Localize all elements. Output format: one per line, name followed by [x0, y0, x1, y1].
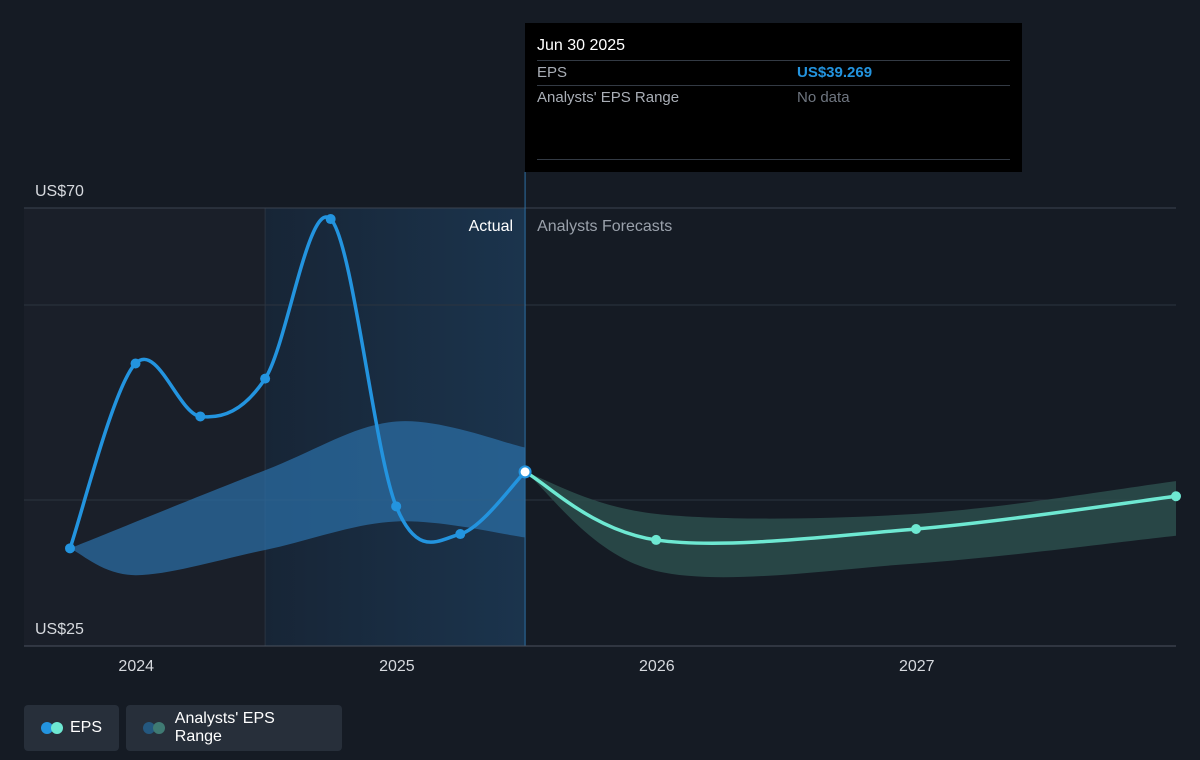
- legend-eps-button[interactable]: EPS: [24, 705, 119, 751]
- tooltip-range-value: No data: [797, 89, 850, 106]
- eps-hover-point: [518, 465, 532, 479]
- legend-range-button[interactable]: Analysts' EPS Range: [126, 705, 342, 751]
- eps-forecast-line: [524, 470, 1177, 545]
- eps-actual-point: [455, 529, 466, 540]
- hover-tooltip: Jun 30 2025 EPS US$39.269 Analysts' EPS …: [525, 23, 1022, 172]
- eps-actual-point: [260, 373, 271, 384]
- tooltip-eps-value: US$39.269: [797, 64, 873, 81]
- tooltip-eps-row: EPS US$39.269: [537, 60, 1010, 86]
- eps-actual-point: [195, 411, 206, 422]
- legend-eps-label: EPS: [69, 719, 102, 736]
- eps-forecast-point: [911, 524, 922, 534]
- y-tick-label-min: US$25: [35, 621, 84, 638]
- tooltip-range-label: Analysts' EPS Range: [537, 89, 680, 106]
- range-legend-icon: [143, 722, 165, 734]
- x-tick-label: 2027: [899, 658, 935, 675]
- eps-range-band-forecast: [525, 471, 1176, 578]
- x-tick-label: 2025: [379, 658, 415, 675]
- y-tick-label-max: US$70: [35, 183, 84, 200]
- eps-actual-point: [325, 214, 336, 225]
- actual-section-label: Actual: [469, 218, 513, 235]
- tooltip-range-row: Analysts' EPS Range No data: [537, 85, 1010, 111]
- x-tick-label: 2026: [639, 658, 675, 675]
- forecast-section-label: Analysts Forecasts: [537, 218, 672, 235]
- eps-forecast-point: [1171, 491, 1181, 502]
- eps-chart: US$70 US$25 2024 2025 2026 2027 Actual Analysts…: [24, 172, 1181, 675]
- eps-range-band-actual: [70, 421, 526, 576]
- tooltip-eps-label: EPS: [537, 64, 568, 81]
- eps-legend-icon: [41, 722, 63, 734]
- legend-range-label: Analysts' EPS Range: [174, 710, 275, 745]
- eps-actual-point: [130, 358, 141, 369]
- eps-forecast-point: [651, 534, 662, 545]
- eps-actual-point: [391, 501, 402, 512]
- tooltip-divider: [537, 159, 1010, 160]
- tooltip-date: Jun 30 2025: [537, 37, 626, 54]
- eps-actual-point: [65, 543, 75, 554]
- x-tick-label: 2024: [118, 658, 154, 675]
